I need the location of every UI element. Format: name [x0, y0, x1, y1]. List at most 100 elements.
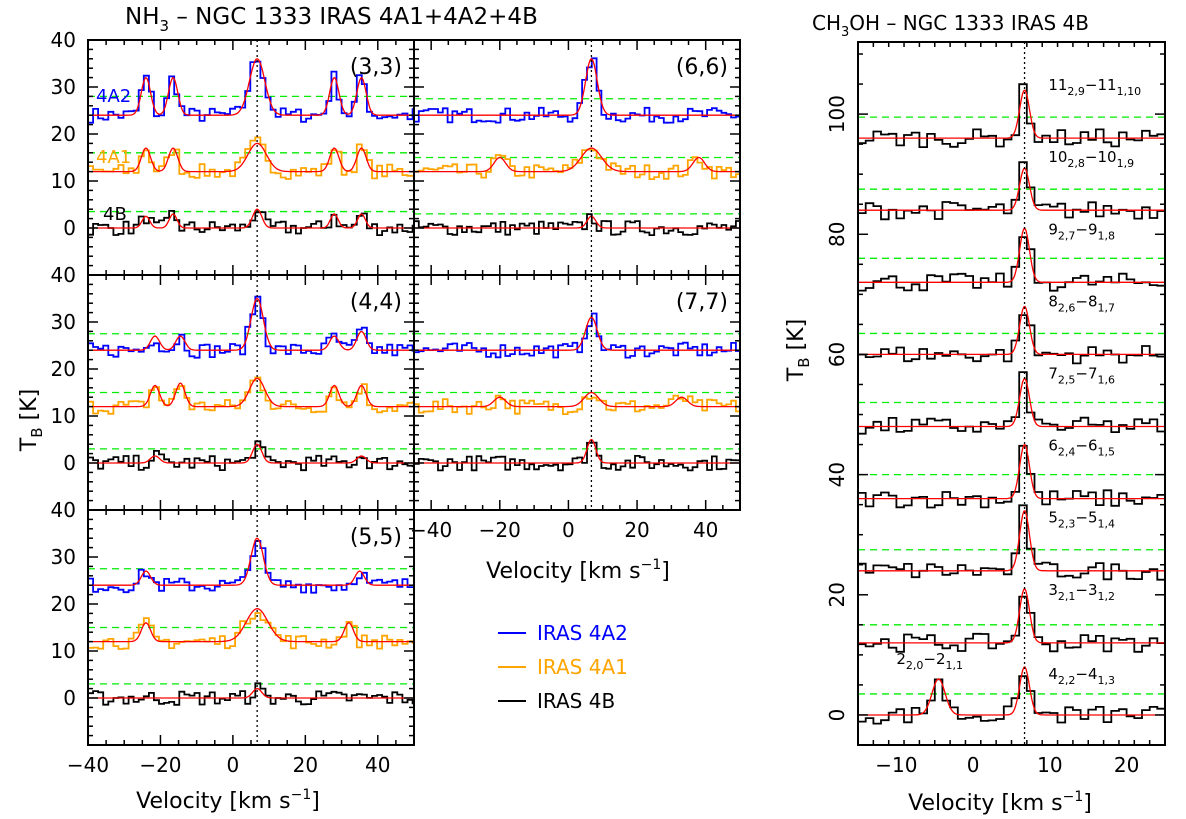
- spectrum-4B: [414, 441, 740, 472]
- fit-4A1: [88, 142, 414, 173]
- x-tick-label: 0: [227, 753, 240, 777]
- spectrum-4A1: [414, 394, 740, 415]
- x-tick-label: −20: [479, 518, 521, 542]
- right-x-axis-label: Velocity [km s−1]: [908, 789, 1092, 816]
- fit-4A2: [88, 58, 414, 116]
- fit-4A1: [88, 608, 414, 643]
- spectrum-4B: [88, 210, 414, 236]
- legend-label-4A2: IRAS 4A2: [537, 621, 628, 645]
- panel-label: (6,6): [676, 55, 728, 80]
- y-tick-label: 80: [825, 222, 849, 247]
- transition-label: 102,8−101,9: [1048, 148, 1134, 170]
- panel-(7,7): −40 −20 0 20 40 (7,7): [410, 274, 741, 542]
- series-label-4B: 4B: [103, 204, 127, 225]
- transition-label: 72,5−71,6: [1048, 364, 1115, 386]
- panel-label: (4,4): [350, 290, 402, 315]
- panel-label: (3,3): [350, 55, 402, 80]
- x-tick-label: 10: [1037, 753, 1062, 777]
- legend-label-4B: IRAS 4B: [537, 689, 615, 713]
- fit-7(2,5)-7(1,6): [858, 377, 1165, 428]
- fit-5(2,3)-5(1,4): [858, 510, 1165, 572]
- transition-label: 92,7−91,8: [1048, 220, 1115, 242]
- fit-4B: [88, 208, 414, 229]
- fit-4(2,2)-4(1,3): [858, 666, 1165, 716]
- fit-3(2,1)-3(1,2): [858, 588, 1165, 644]
- spectrum-9(2,7)-9(1,8): [858, 236, 1165, 292]
- y-tick-label: 40: [51, 28, 76, 52]
- right-chart-title: CH3OH – NGC 1333 IRAS 4B: [812, 11, 1089, 40]
- right-y-axis-label: TB [K]: [784, 319, 813, 382]
- legend-label-4A1: IRAS 4A1: [537, 655, 628, 679]
- fit-4A2: [88, 537, 414, 586]
- fit-4B: [88, 443, 414, 464]
- y-tick-label: 30: [51, 310, 76, 334]
- panel-inner: [88, 295, 414, 472]
- x-tick-label: 20: [1114, 753, 1139, 777]
- y-tick-label: 20: [51, 357, 76, 381]
- panel-inner: [858, 83, 1165, 725]
- y-tick-label: 40: [825, 462, 849, 487]
- y-tick-label: 0: [825, 709, 849, 722]
- spectrum-4B: [88, 682, 414, 706]
- fit-9(2,7)-9(1,8): [858, 227, 1165, 283]
- left-x-axis-label-bottom: Velocity [km s−1]: [136, 787, 320, 814]
- methanol-panel: 0 20 40 60 80 100 −10 0 10 20 112,9−111,10 102,8−10…: [825, 41, 1166, 777]
- fit-8(2,6)-8(1,7): [858, 305, 1165, 356]
- x-tick-label: −10: [875, 753, 917, 777]
- y-tick-label: 100: [825, 95, 849, 133]
- transition-label: 52,3−51,4: [1048, 509, 1115, 531]
- spectrum-4A2: [88, 540, 414, 594]
- panel-label: (5,5): [350, 525, 402, 550]
- spectrum-6(2,4)-6(1,5): [858, 444, 1165, 509]
- x-tick-label: 0: [967, 753, 980, 777]
- spectrum-4A1: [88, 376, 414, 415]
- transition-label: 112,9−111,10: [1048, 76, 1141, 98]
- fit-4A2: [88, 297, 414, 351]
- panel-inner: [414, 57, 740, 236]
- spectrum-4(2,2)-4(1,3): [858, 675, 1165, 725]
- panel-(4,4): 0 10 20 30 40 (4,4): [51, 263, 415, 511]
- y-tick-label: 10: [51, 639, 76, 663]
- spectrum-5(2,3)-5(1,4): [858, 504, 1165, 581]
- x-tick-label: 40: [693, 518, 718, 542]
- fit-4B: [414, 215, 740, 229]
- transition-label: 82,6−81,7: [1048, 292, 1115, 314]
- panel-inner: [88, 58, 414, 236]
- spectrum-4A1: [88, 136, 414, 180]
- fit-4A2: [414, 58, 740, 116]
- x-tick-label: 20: [624, 518, 649, 542]
- spectrum-4A2: [414, 57, 740, 124]
- fit-11(2,9)-11(1,10): [858, 89, 1165, 139]
- panel-frame: [413, 274, 741, 511]
- fit-10(2,8)-10(1,9): [858, 167, 1165, 211]
- transition-label: 32,1−31,2: [1048, 581, 1115, 603]
- fit-4A1: [414, 391, 740, 408]
- y-tick-label: 40: [51, 498, 76, 522]
- panel-label: (7,7): [676, 290, 728, 315]
- fit-4B: [88, 687, 414, 699]
- fit-4B: [414, 438, 740, 464]
- spectrum-10(2,8)-10(1,9): [858, 161, 1165, 221]
- left-x-axis-label-mid: Velocity [km s−1]: [486, 557, 670, 584]
- transition-label: 62,4−61,5: [1048, 437, 1115, 459]
- fit-4A1: [414, 147, 740, 173]
- x-tick-label: 20: [293, 753, 318, 777]
- panel-(6,6): (6,6): [413, 39, 741, 276]
- y-tick-label: 20: [51, 122, 76, 146]
- fit-4A2: [414, 316, 740, 351]
- y-tick-label: 10: [51, 169, 76, 193]
- y-tick-label: 0: [63, 216, 76, 240]
- spectrum-4B: [414, 213, 740, 236]
- spectrum-4A2: [88, 295, 414, 359]
- x-tick-label: 0: [562, 518, 575, 542]
- transition-label: 22,0−21,1: [896, 650, 963, 672]
- y-tick-label: 30: [51, 545, 76, 569]
- panel-(5,5): 0 10 20 30 40 −40 −20 0 20 40 (5,5): [51, 498, 415, 777]
- panel-inner: [414, 312, 740, 472]
- x-tick-label: −40: [67, 753, 109, 777]
- y-tick-label: 60: [825, 342, 849, 367]
- y-tick-label: 20: [51, 592, 76, 616]
- y-tick-label: 10: [51, 404, 76, 428]
- spectrum-4A2: [414, 312, 740, 359]
